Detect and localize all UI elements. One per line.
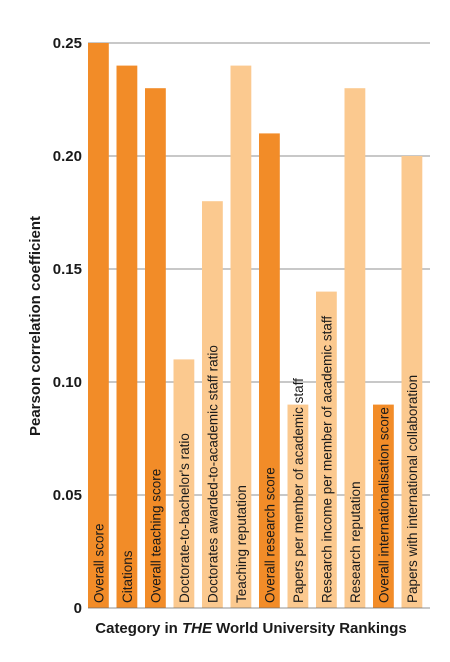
x-axis-title-part-2: THE — [182, 620, 213, 637]
bar — [316, 291, 337, 608]
y-tick-labels: 0 0.05 0.10 0.15 0.20 0.25 — [53, 35, 82, 617]
x-axis-title-part-3: World University Rankings — [212, 620, 407, 637]
y-tick-label: 0.20 — [53, 148, 82, 165]
y-axis-title: Pearson correlation coefficient — [27, 216, 44, 436]
bar — [373, 404, 394, 608]
bar-category-label: Research income per member of academic s… — [319, 316, 334, 603]
bar-category-label: Overall score — [91, 523, 106, 603]
bar — [116, 65, 138, 609]
x-axis-title-part-1: Category in — [95, 620, 182, 637]
bars: Overall score Citations Overall teaching s… — [88, 43, 423, 609]
bar — [401, 156, 423, 608]
bar-category-label: Overall research score — [262, 467, 277, 603]
y-tick-label: 0.05 — [53, 487, 82, 504]
bar-category-label: Teaching reputation — [234, 485, 249, 603]
bar-category-label: Research reputation — [348, 481, 363, 603]
bar-category-label: Citations — [120, 550, 135, 603]
bar-category-label: Doctorates awarded-to-academic staff rat… — [205, 345, 220, 603]
bar — [202, 201, 223, 608]
bar-category-label: Overall internationalisation score — [376, 407, 391, 603]
bar — [259, 133, 280, 608]
bar — [230, 65, 252, 609]
bar-category-label: Doctorate-to-bachelor's ratio — [177, 433, 192, 603]
bar — [88, 43, 109, 608]
x-axis-title: Category in THE World University Ranking… — [95, 620, 406, 637]
bar — [287, 404, 309, 608]
y-tick-label: 0.25 — [53, 35, 82, 52]
y-tick-label: 0.15 — [53, 261, 82, 278]
bar — [145, 88, 166, 608]
bar — [173, 359, 195, 608]
y-tick-label: 0.10 — [53, 374, 82, 391]
bar-category-label: Papers with international collaboration — [405, 375, 420, 603]
bar-category-label: Overall teaching score — [148, 469, 163, 603]
y-tick-label: 0 — [74, 600, 82, 617]
bar-category-label: Papers per member of academic staff — [291, 378, 306, 603]
bar — [344, 88, 366, 608]
